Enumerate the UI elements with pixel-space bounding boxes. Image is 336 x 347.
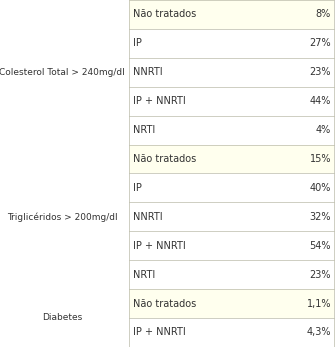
Text: IP + NNRTI: IP + NNRTI xyxy=(133,96,185,106)
Text: Diabetes: Diabetes xyxy=(42,313,82,322)
Bar xyxy=(129,29,334,58)
Text: 27%: 27% xyxy=(309,39,331,48)
Bar xyxy=(129,231,334,260)
Text: 15%: 15% xyxy=(309,154,331,164)
Bar xyxy=(129,289,334,318)
Text: IP + NNRTI: IP + NNRTI xyxy=(133,241,185,251)
Text: Colesterol Total > 240mg/dl: Colesterol Total > 240mg/dl xyxy=(0,68,125,77)
Bar xyxy=(129,260,334,289)
Bar xyxy=(129,58,334,87)
Text: 32%: 32% xyxy=(309,212,331,222)
Text: 1,1%: 1,1% xyxy=(306,298,331,308)
Text: NRTI: NRTI xyxy=(133,125,155,135)
Bar xyxy=(129,318,334,347)
Bar xyxy=(129,144,334,174)
Bar xyxy=(129,87,334,116)
Text: IP: IP xyxy=(133,183,141,193)
Text: NNRTI: NNRTI xyxy=(133,67,162,77)
Text: 4%: 4% xyxy=(316,125,331,135)
Text: 8%: 8% xyxy=(316,9,331,19)
Text: 40%: 40% xyxy=(309,183,331,193)
Text: Não tratados: Não tratados xyxy=(133,154,196,164)
Bar xyxy=(129,174,334,202)
Text: Não tratados: Não tratados xyxy=(133,298,196,308)
Text: Triglicéridos > 200mg/dl: Triglicéridos > 200mg/dl xyxy=(7,212,118,221)
Text: 54%: 54% xyxy=(309,241,331,251)
Text: 4,3%: 4,3% xyxy=(306,328,331,337)
Bar xyxy=(129,116,334,144)
Text: IP + NNRTI: IP + NNRTI xyxy=(133,328,185,337)
Text: 44%: 44% xyxy=(309,96,331,106)
Bar xyxy=(129,0,334,29)
Text: 23%: 23% xyxy=(309,270,331,280)
Text: Não tratados: Não tratados xyxy=(133,9,196,19)
Text: 23%: 23% xyxy=(309,67,331,77)
Bar xyxy=(129,202,334,231)
Text: NRTI: NRTI xyxy=(133,270,155,280)
Text: NNRTI: NNRTI xyxy=(133,212,162,222)
Text: IP: IP xyxy=(133,39,141,48)
